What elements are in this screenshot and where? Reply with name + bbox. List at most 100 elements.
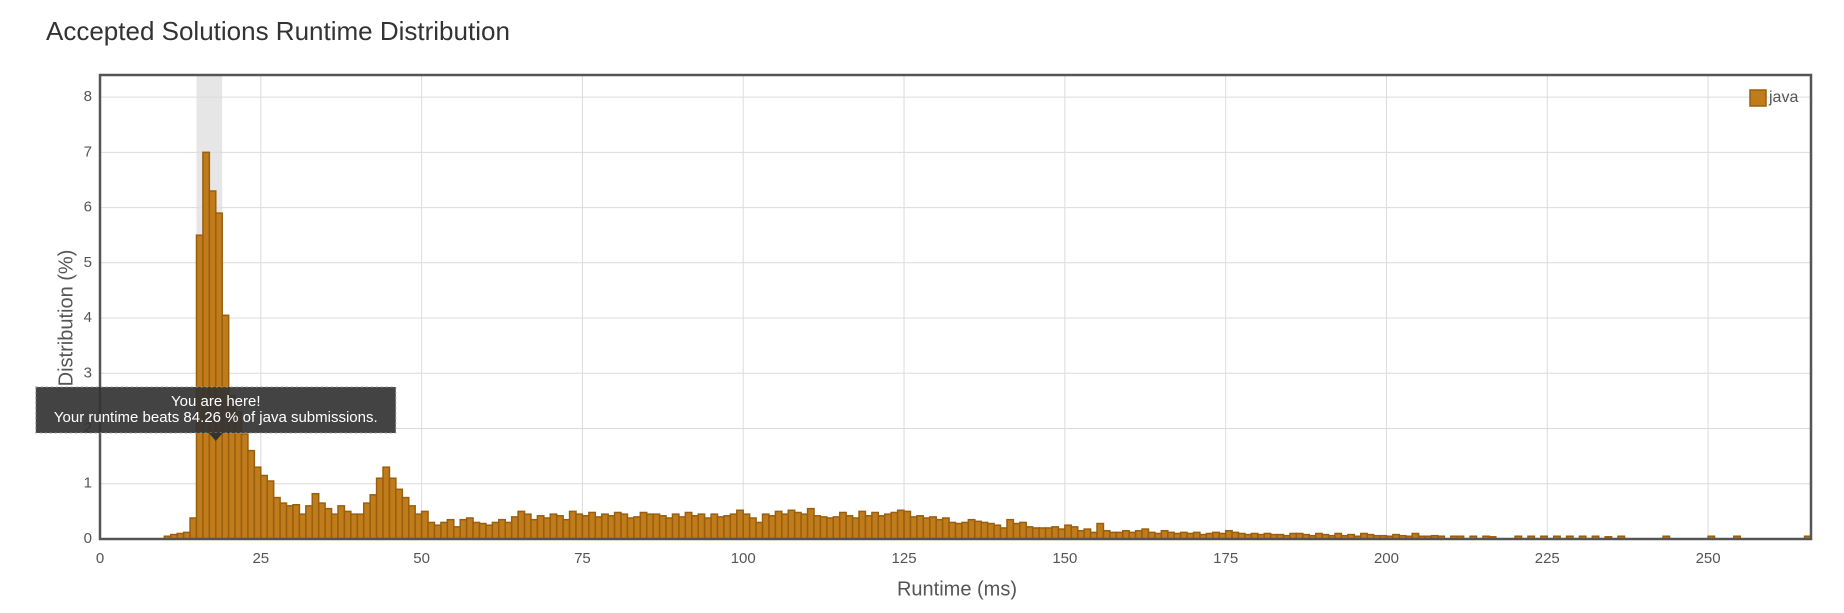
bar (871, 511, 880, 539)
bar (826, 517, 835, 539)
bar (665, 517, 674, 539)
x-tick-label: 200 (1374, 550, 1399, 567)
tooltip-text: Your runtime beats 84.26 % of java submi… (54, 409, 378, 426)
bar (382, 466, 391, 539)
bar (729, 513, 738, 539)
bar (189, 517, 198, 539)
bar (967, 518, 976, 539)
bar (903, 510, 912, 539)
bar (568, 510, 577, 539)
bar (1514, 535, 1523, 539)
bar (543, 517, 552, 539)
bar (305, 505, 314, 539)
bar (883, 513, 892, 539)
bar (253, 466, 262, 539)
bar (851, 517, 860, 539)
bar (755, 521, 764, 539)
bar (941, 517, 950, 539)
bar (575, 513, 584, 539)
bar (1733, 535, 1741, 539)
bar (1038, 527, 1047, 539)
bar (877, 515, 886, 539)
bar (710, 513, 719, 539)
bar (929, 516, 937, 539)
bar (446, 518, 455, 539)
x-tick-label: 50 (413, 550, 430, 567)
bar (1057, 528, 1066, 539)
bar (498, 518, 506, 539)
bar (781, 513, 790, 539)
bar (980, 521, 989, 539)
legend-label: java (1768, 89, 1798, 106)
plot-border (98, 73, 1813, 541)
bar (530, 518, 539, 539)
bar (485, 524, 494, 539)
bar (594, 516, 603, 539)
bar (1141, 528, 1150, 539)
bar (1591, 535, 1600, 539)
bar (691, 515, 699, 539)
bar (215, 212, 223, 539)
y-axis-label: Distribution (%) (55, 250, 77, 387)
bar (472, 521, 481, 539)
tooltip: You are here!Your runtime beats 84.26 % … (35, 386, 397, 441)
legend-swatch (1749, 89, 1767, 107)
bar (517, 510, 526, 539)
bar (684, 511, 693, 539)
bar (858, 510, 867, 539)
bar (748, 517, 757, 539)
bar (401, 496, 410, 539)
bar (375, 477, 384, 539)
bar (716, 516, 725, 539)
bar (562, 518, 571, 539)
bar (1006, 518, 1015, 539)
bar (774, 510, 783, 539)
bar (581, 515, 590, 539)
bar (787, 509, 796, 539)
y-tick-label: 1 (84, 475, 92, 492)
bar (761, 513, 770, 539)
bar (703, 517, 712, 539)
bar (465, 517, 474, 539)
bar (916, 515, 925, 539)
x-tick-label: 100 (731, 550, 756, 567)
bar (311, 492, 320, 539)
bar (806, 507, 815, 539)
bar (935, 518, 944, 539)
bar (356, 513, 365, 539)
bar (272, 496, 281, 539)
x-tick-label: 25 (252, 550, 269, 567)
bar (549, 513, 558, 539)
bar (974, 520, 982, 539)
bar (800, 513, 809, 539)
bar (427, 521, 436, 539)
bar (1527, 535, 1536, 539)
x-tick-label: 225 (1535, 550, 1560, 567)
bar (337, 505, 346, 539)
bar (1540, 535, 1549, 539)
y-tick-label: 6 (84, 199, 92, 216)
bar (909, 516, 918, 539)
bar (652, 513, 661, 539)
bar (626, 517, 635, 539)
bar (298, 513, 307, 539)
bar (1044, 527, 1053, 539)
bar (491, 521, 500, 539)
bar (671, 513, 680, 539)
bar (1707, 535, 1716, 539)
x-tick-label: 125 (892, 550, 917, 567)
bar (838, 511, 847, 539)
bar (202, 151, 211, 539)
bar (555, 515, 564, 539)
bar (317, 502, 326, 539)
bar (362, 502, 371, 539)
bar (536, 515, 545, 539)
bar (1012, 522, 1021, 539)
bar (896, 509, 905, 539)
bar (620, 513, 629, 539)
x-tick-label: 175 (1213, 550, 1238, 567)
bar (768, 515, 777, 539)
bar (523, 513, 532, 539)
bar (1064, 524, 1073, 539)
